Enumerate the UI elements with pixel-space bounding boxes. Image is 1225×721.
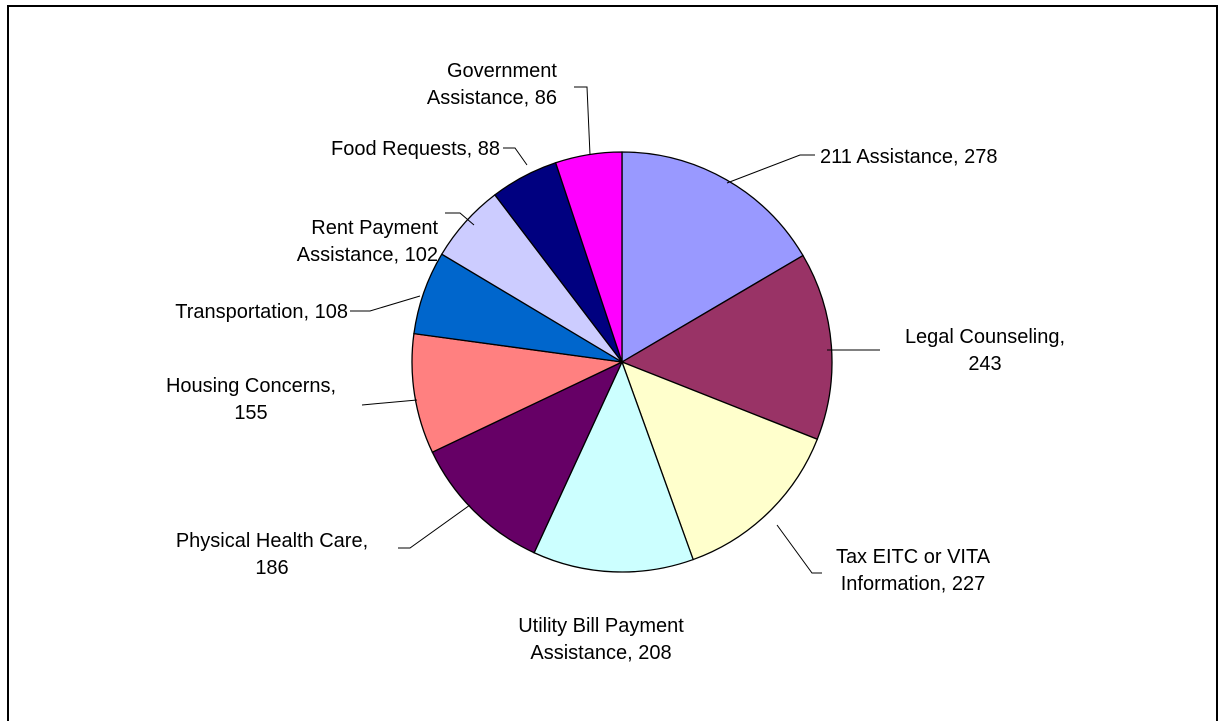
leader-line xyxy=(361,399,418,406)
leader-line xyxy=(776,524,822,574)
leader-line xyxy=(398,504,471,549)
pie-slice-legal-counseling xyxy=(620,254,833,441)
pie-slices xyxy=(411,151,833,573)
leader-line xyxy=(503,147,528,166)
pie-slice-physical-health-care xyxy=(431,360,624,554)
pie-slice-government-assistance xyxy=(554,151,623,363)
pie-slice-tax-eitc-or-vita-information xyxy=(620,360,819,561)
data-label: 211 Assistance, 278 xyxy=(820,146,998,168)
data-label: Physical Health Care, 186 xyxy=(176,530,368,579)
leader-line xyxy=(574,86,591,156)
data-label: Government Assistance, 86 xyxy=(427,60,558,109)
leader-lines xyxy=(350,86,880,574)
data-label: Tax EITC or VITA Information, 227 xyxy=(836,546,991,595)
pie-slice-utility-bill-payment-assistance xyxy=(533,360,695,573)
leader-line xyxy=(445,212,475,226)
data-label: Food Requests, 88 xyxy=(331,138,500,160)
data-label: Housing Concerns, 155 xyxy=(166,375,336,424)
data-label: Rent Payment Assistance, 102 xyxy=(297,217,439,266)
leader-line xyxy=(350,295,421,312)
leader-line xyxy=(726,154,815,184)
pie-slice-housing-concerns xyxy=(411,332,625,454)
pie-slice-211-assistance xyxy=(621,151,804,364)
data-labels: 211 Assistance, 278 Legal Counseling, 243 T… xyxy=(166,60,1065,664)
data-label: Utility Bill Payment Assistance, 208 xyxy=(518,615,684,664)
data-label: Legal Counseling, 243 xyxy=(905,326,1065,375)
data-label: Transportation, 108 xyxy=(175,301,348,323)
